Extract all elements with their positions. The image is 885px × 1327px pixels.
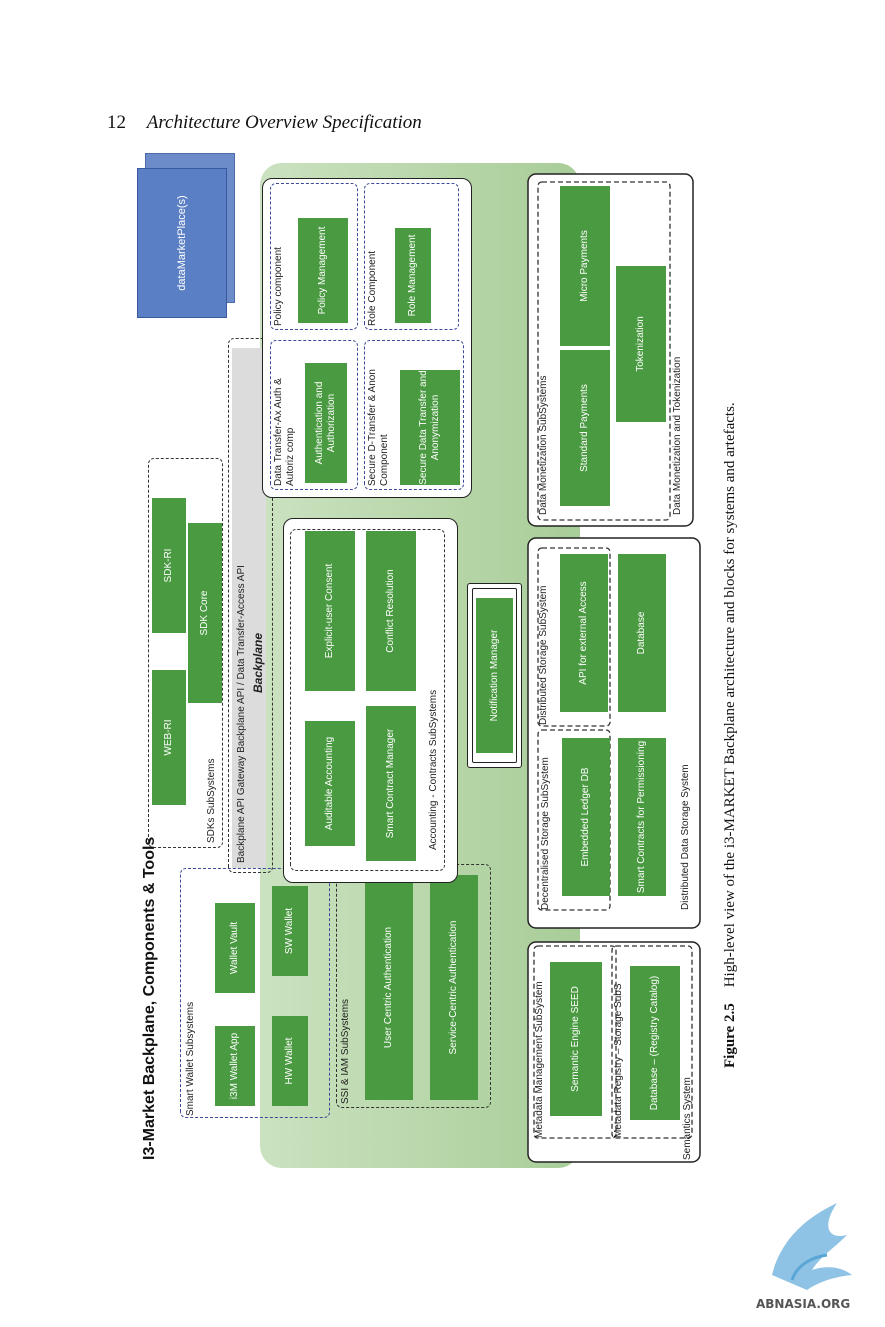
metadata-mgmt-box xyxy=(533,945,617,1139)
notification-manager: Notification Manager xyxy=(476,598,513,753)
abnasia-logo: ABNASIA.ORG xyxy=(752,1195,882,1315)
semantic-engine-box xyxy=(550,962,602,1116)
data-transfer-label: Data Transfer-Ax Auth & Autoriz comp xyxy=(273,378,296,486)
figure-caption: Figure 2.5 High-level view of the i3-MARK… xyxy=(715,268,745,1068)
i3m-wallet-app: i3M Wallet App xyxy=(215,1026,255,1106)
running-title: Architecture Overview Specification xyxy=(146,112,422,133)
page-header: 12 Architecture Overview Specification xyxy=(107,112,422,134)
conflict-resolution: Conflict Resolution xyxy=(366,531,416,691)
secure-transfer-label: Secure D-Transfer & Anon Component xyxy=(367,369,390,486)
role-management: Role Management xyxy=(395,228,431,323)
smart-contract-manager: Smart Contract Manager xyxy=(366,706,416,861)
auditable-accounting: Auditable Accounting xyxy=(305,721,355,846)
api-external-box xyxy=(560,554,608,712)
micro-payments-box xyxy=(560,186,610,346)
secure-data-transfer: Secure Data Transfer and Anonymization xyxy=(400,370,460,485)
sdk-core: SDK Core xyxy=(188,523,222,703)
monetization-dashed xyxy=(537,181,671,521)
semantic-engine-text: Semantic Engine SEED xyxy=(570,986,581,1092)
figure-number: Figure 2.5 xyxy=(722,1003,738,1068)
standard-payments-text: Standard Payments xyxy=(579,384,590,472)
griffin-mark xyxy=(772,1203,852,1290)
distributed-vlabel: Distributed Storage SubSystem xyxy=(538,585,549,725)
smart-wallet-label: Smart Wallet Subsystems xyxy=(185,1001,196,1116)
service-centric-auth: Service-Centric Authentication xyxy=(430,875,478,1100)
web-ri: WEB-RI xyxy=(152,670,186,805)
decentralised-vlabel: Decentralised Storage SubSystem xyxy=(540,757,551,910)
registry-db-box xyxy=(630,966,680,1120)
backplane-api-label: Backplane API Gateway Backplane API / Da… xyxy=(236,565,247,863)
ledger-db-box xyxy=(562,738,610,896)
registry-db-text: Database – (Registry Catalog) xyxy=(649,975,660,1111)
accounting-label: Accounting - Contracts SubSystems xyxy=(428,689,439,850)
ssi-iam-label: SSI & IAM SubSystems xyxy=(340,998,351,1104)
policy-management: Policy Management xyxy=(298,218,348,323)
storage-vlabel: Distributed Data Storage System xyxy=(680,764,691,910)
smart-contracts-perm-text: Smart Contracts for Permissioning xyxy=(636,740,647,894)
metadata-mgmt-vlabel: Metadata Management SubSystem xyxy=(534,981,545,1138)
semantics-vlabel: Semantics System xyxy=(682,1077,693,1160)
monetization-vlabel: Data Monetization and Tokenization xyxy=(672,356,683,515)
wallet-vault: Wallet Vault xyxy=(215,903,255,993)
micro-payments-text: Micro Payments xyxy=(579,230,590,302)
sdk-ri: SDK-RI xyxy=(152,498,186,633)
authentication-authorization: Authentication and Authorization xyxy=(305,363,347,483)
smart-contracts-perm-box xyxy=(618,738,666,896)
sdks-label: SDKs SubSystems xyxy=(206,758,217,843)
metadata-registry-box xyxy=(611,945,693,1139)
ledger-db-text: Embedded Ledger DB xyxy=(580,767,591,867)
lower-row xyxy=(527,173,701,1163)
logo-text: ABNASIA.ORG xyxy=(756,1297,850,1311)
hw-wallet: HW Wallet xyxy=(272,1016,308,1106)
role-label: Role Component xyxy=(367,250,378,326)
policy-label: Policy component xyxy=(273,247,284,326)
monetization-sub-vlabel: Data Monetization SubSystems xyxy=(538,375,549,515)
sw-wallet: SW Wallet xyxy=(272,886,308,976)
tokenization-text: Tokenization xyxy=(635,316,646,372)
caption-text: High-level view of the i3-MARKET Backpla… xyxy=(722,402,738,988)
marketplace-box: dataMarketPlace(s) xyxy=(137,168,227,318)
metadata-registry-vlabel: Metadata Registry – Storage SubS xyxy=(613,983,624,1138)
tokenization-box xyxy=(616,266,666,422)
database-box xyxy=(618,554,666,712)
backplane-label: Backplane xyxy=(251,632,265,693)
diagram-title: I3-Market Backplane, Components & Tools xyxy=(141,836,158,1160)
explicit-user-consent: Explicit-user Consent xyxy=(305,531,355,691)
api-external-text: API for external Access xyxy=(578,581,589,685)
page-number: 12 xyxy=(107,112,126,133)
user-centric-auth: User Centric Authentication xyxy=(365,875,413,1100)
standard-payments-box xyxy=(560,350,610,506)
distributed-box xyxy=(537,547,611,727)
database-text: Database xyxy=(636,611,647,655)
lower-row-labels: Semantic Engine SEED Database – (Registr… xyxy=(520,170,710,1170)
